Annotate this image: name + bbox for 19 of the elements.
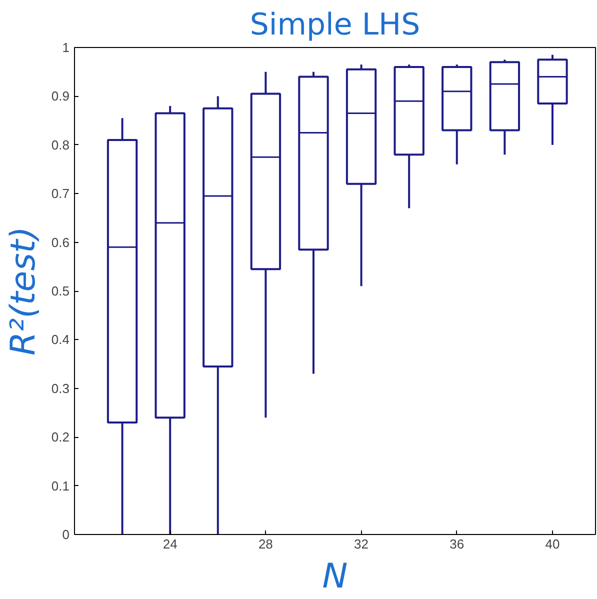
y-tick-label: 0.7	[51, 186, 70, 202]
y-tick-label: 0.5	[51, 284, 70, 298]
x-axis-title: N	[322, 556, 348, 596]
x-tick-label: 24	[162, 536, 178, 552]
x-tick-label: 32	[354, 536, 369, 552]
chart-title: Simple LHS	[250, 8, 420, 42]
y-tick-label: 0.9	[51, 88, 70, 104]
y-tick-label: 0.4	[51, 332, 70, 348]
y-tick-label: 0.6	[51, 234, 70, 250]
x-tick-label: 40	[545, 536, 560, 552]
y-tick-label: 0.1	[51, 478, 70, 494]
y-tick-label: 1	[62, 40, 70, 55]
y-tick-label: 0	[62, 527, 70, 542]
y-tick-label: 0.8	[51, 137, 70, 152]
x-tick-label: 28	[258, 536, 273, 552]
x-tick-label: 36	[450, 536, 464, 552]
y-tick-label: 0.2	[51, 430, 70, 445]
y-tick-label: 0.3	[51, 380, 70, 396]
y-axis-title: R²(test)	[3, 226, 44, 356]
